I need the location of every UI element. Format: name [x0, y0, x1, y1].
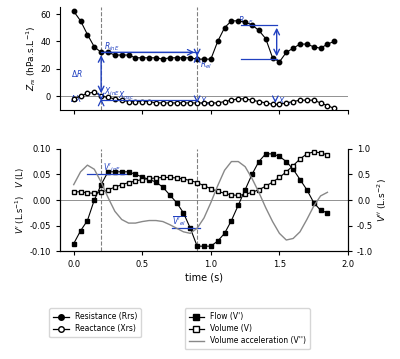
Y-axis label: $V'$ (L.s$^{-1}$)   $V$ (L): $V'$ (L.s$^{-1}$) $V$ (L) — [14, 167, 27, 233]
Text: $R_{inE}$: $R_{inE}$ — [104, 41, 120, 53]
Y-axis label: $Z_{rs}$ (hPa.s.L$^{-1}$): $Z_{rs}$ (hPa.s.L$^{-1}$) — [24, 26, 38, 91]
Text: $\Delta R$: $\Delta R$ — [70, 68, 82, 79]
Text: $\Delta X$: $\Delta X$ — [70, 93, 83, 103]
Text: $R_{inE}$: $R_{inE}$ — [238, 15, 254, 27]
Text: $V'_{inE}$: $V'_{inE}$ — [102, 162, 120, 174]
X-axis label: time (s): time (s) — [185, 272, 223, 282]
Y-axis label: $V''$ (L.s$^{-2}$): $V''$ (L.s$^{-2}$) — [376, 178, 389, 222]
Text: $R_{el}$: $R_{el}$ — [200, 59, 212, 71]
Text: $X_{el}$: $X_{el}$ — [200, 95, 212, 108]
Text: $\overline{V'_{el}}$: $\overline{V'_{el}}$ — [172, 214, 187, 228]
Text: $X_{opE}$: $X_{opE}$ — [278, 96, 296, 109]
Text: $X_{osc}$: $X_{osc}$ — [118, 90, 134, 102]
Text: $X_{inE}$: $X_{inE}$ — [104, 85, 120, 98]
Legend: Flow (V'), Volume (V), Volume acceleration (V''): Flow (V'), Volume (V), Volume accelerati… — [185, 308, 310, 349]
